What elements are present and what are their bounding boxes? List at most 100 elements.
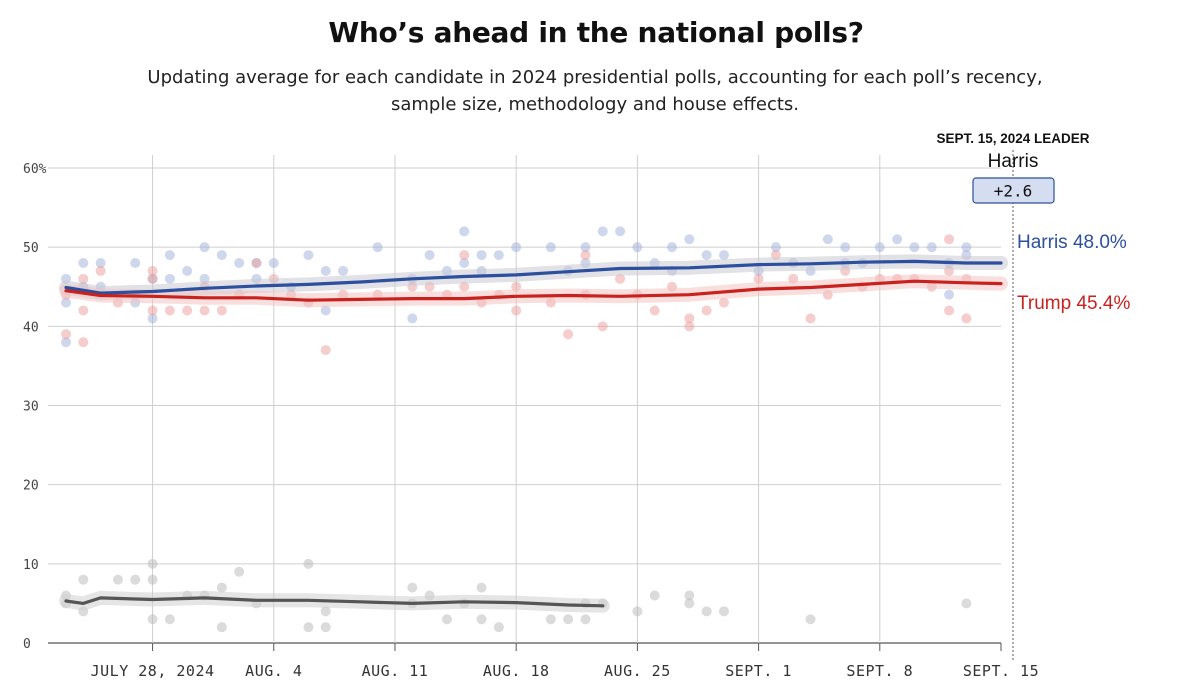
harris-poll-dot bbox=[718, 250, 729, 261]
trump-poll-dot bbox=[944, 305, 955, 316]
other-poll-dot bbox=[805, 614, 816, 625]
other-poll-dot bbox=[303, 558, 314, 569]
harris-poll-dot bbox=[961, 242, 972, 253]
harris-poll-dot bbox=[511, 242, 522, 253]
other-poll-dot bbox=[563, 614, 574, 625]
harris-poll-dot bbox=[320, 305, 331, 316]
harris-poll-dot bbox=[164, 273, 175, 284]
other-poll-dot bbox=[234, 566, 245, 577]
other-poll-dot bbox=[112, 574, 123, 585]
other-poll-dot bbox=[407, 582, 418, 593]
trump-poll-dot bbox=[511, 281, 522, 292]
trump-poll-dot bbox=[615, 273, 626, 284]
harris-poll-dot bbox=[61, 337, 71, 348]
harris-poll-dot bbox=[580, 242, 591, 253]
harris-poll-dot bbox=[545, 242, 556, 253]
trump-poll-dot bbox=[684, 313, 695, 324]
other-poll-dot bbox=[147, 558, 158, 569]
other-poll-dot bbox=[147, 614, 158, 625]
other-poll-dot bbox=[476, 582, 487, 593]
other-poll-dot bbox=[961, 598, 972, 609]
harris-poll-dot bbox=[701, 250, 712, 261]
harris-poll-dot bbox=[944, 289, 955, 300]
other-poll-dot bbox=[320, 606, 331, 617]
other-poll-dot bbox=[320, 622, 331, 633]
other-poll-dot bbox=[147, 574, 158, 585]
x-tick-label: AUG. 4 bbox=[245, 662, 302, 680]
trump-end-label: Trump 45.4% bbox=[1017, 293, 1130, 314]
harris-poll-dot bbox=[493, 250, 504, 261]
harris-poll-dot bbox=[822, 234, 833, 245]
trump-poll-dot bbox=[199, 305, 210, 316]
trump-poll-dot bbox=[182, 305, 193, 316]
harris-poll-dot bbox=[667, 242, 678, 253]
y-tick-label: 50 bbox=[23, 241, 39, 256]
other-poll-dot bbox=[718, 606, 729, 617]
trump-poll-dot bbox=[459, 281, 470, 292]
trump-poll-dot bbox=[684, 321, 695, 332]
trump-poll-dot bbox=[147, 265, 158, 276]
harris-poll-dot bbox=[840, 242, 851, 253]
y-tick-label: 30 bbox=[23, 400, 39, 415]
harris-poll-dot bbox=[268, 258, 279, 268]
other-average-line bbox=[64, 596, 605, 608]
other-poll-dot bbox=[684, 590, 695, 601]
other-poll-dot bbox=[580, 614, 591, 625]
other-poll-dot bbox=[78, 574, 89, 585]
trump-poll-dot bbox=[251, 258, 262, 268]
trump-poll-dot bbox=[649, 305, 660, 316]
trump-poll-dot bbox=[753, 273, 764, 284]
other-poll-dot bbox=[130, 574, 141, 585]
harris-poll-dot bbox=[684, 234, 695, 245]
x-tick-label: AUG. 18 bbox=[483, 662, 550, 680]
other-poll-dot bbox=[476, 614, 487, 625]
x-tick-label: AUG. 25 bbox=[604, 662, 671, 680]
other-poll-dot bbox=[216, 622, 227, 633]
leader-margin-badge bbox=[972, 177, 1055, 204]
trump-poll-dot bbox=[78, 305, 89, 316]
page-subtitle: Updating average for each candidate in 2… bbox=[147, 67, 1043, 115]
trump-poll-dot bbox=[147, 305, 158, 316]
harris-poll-dot bbox=[770, 242, 781, 253]
harris-poll-dot bbox=[78, 258, 89, 268]
x-tick-label: AUG. 11 bbox=[362, 662, 429, 680]
harris-poll-dot bbox=[320, 265, 331, 276]
harris-poll-dot bbox=[182, 265, 193, 276]
other-poll-dot bbox=[632, 606, 643, 617]
leader-name: Harris bbox=[988, 151, 1039, 172]
trump-poll-dot bbox=[597, 321, 608, 332]
harris-poll-dot bbox=[234, 258, 245, 268]
other-poll-dot bbox=[684, 598, 695, 609]
harris-poll-dot bbox=[909, 242, 920, 253]
other-poll-dot bbox=[493, 622, 504, 633]
y-tick-label: 20 bbox=[23, 479, 39, 494]
trump-poll-dot bbox=[459, 250, 470, 261]
trump-poll-dot bbox=[320, 345, 331, 356]
x-tick-label: SEPT. 8 bbox=[846, 662, 913, 680]
y-axis: 0 10 20 30 40 50 60% bbox=[23, 162, 47, 652]
harris-poll-dot bbox=[338, 265, 349, 276]
y-tick-label: 0 bbox=[23, 637, 31, 652]
trump-poll-dot bbox=[961, 313, 972, 324]
other-poll-dot bbox=[545, 614, 556, 625]
trump-poll-dot bbox=[701, 305, 712, 316]
trump-poll-dot bbox=[78, 337, 89, 348]
harris-poll-dot bbox=[892, 234, 903, 245]
harris-poll-dot bbox=[459, 226, 470, 237]
leader-heading: SEPT. 15, 2024 LEADER bbox=[936, 131, 1089, 146]
harris-poll-dot bbox=[597, 226, 608, 237]
harris-poll-dot bbox=[164, 250, 175, 261]
harris-poll-dot bbox=[372, 242, 383, 253]
harris-poll-dot bbox=[632, 242, 643, 253]
harris-poll-dot bbox=[476, 250, 487, 261]
harris-poll-dot bbox=[95, 258, 106, 268]
y-tick-label: 60% bbox=[23, 162, 47, 177]
trump-poll-dot bbox=[216, 305, 227, 316]
x-tick-label: JULY 28, 2024 bbox=[91, 662, 215, 680]
trump-poll-dot bbox=[78, 273, 89, 284]
y-tick-label: 40 bbox=[23, 320, 39, 335]
average-lines bbox=[64, 259, 1003, 608]
trump-poll-dot bbox=[164, 305, 175, 316]
trump-poll-dot bbox=[61, 329, 71, 340]
trump-average-line bbox=[64, 279, 1003, 302]
